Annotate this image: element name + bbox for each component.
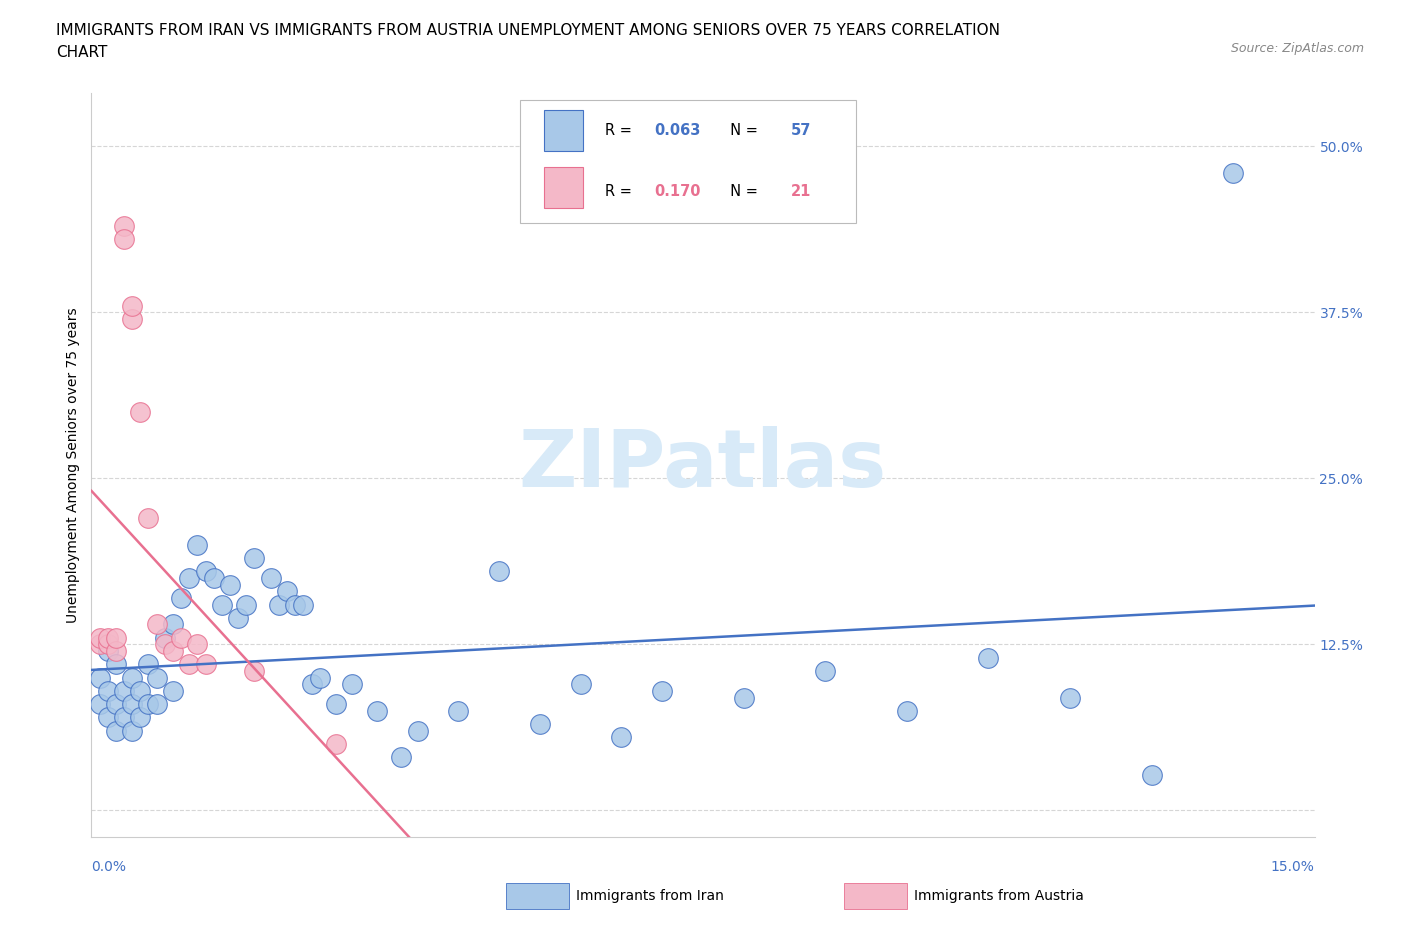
Point: [121, 724, 143, 738]
Point: [121, 299, 143, 313]
Point: [406, 724, 429, 738]
Point: [121, 312, 143, 326]
Point: [104, 631, 127, 645]
Point: [267, 597, 290, 612]
Point: [112, 219, 135, 233]
Point: [129, 710, 152, 724]
Point: [104, 724, 127, 738]
Point: [325, 697, 347, 711]
Point: [153, 637, 176, 652]
Text: R =: R =: [605, 123, 637, 138]
Point: [235, 597, 257, 612]
Point: [104, 644, 127, 658]
Point: [138, 657, 160, 671]
Point: [129, 684, 152, 698]
Point: [342, 677, 364, 692]
Point: [814, 663, 837, 678]
Point: [243, 551, 266, 565]
Point: [308, 671, 330, 685]
Text: R =: R =: [605, 184, 637, 199]
Point: [896, 703, 918, 718]
Point: [89, 671, 111, 685]
Text: Immigrants from Austria: Immigrants from Austria: [914, 888, 1084, 903]
Point: [97, 710, 120, 724]
Point: [488, 564, 510, 578]
Point: [104, 697, 127, 711]
Point: [104, 657, 127, 671]
Text: Source: ZipAtlas.com: Source: ZipAtlas.com: [1230, 42, 1364, 55]
Point: [112, 710, 135, 724]
Text: 57: 57: [792, 123, 811, 138]
Point: [389, 750, 412, 764]
Text: 0.063: 0.063: [654, 123, 700, 138]
Point: [170, 631, 193, 645]
Point: [89, 631, 111, 645]
Text: 15.0%: 15.0%: [1271, 860, 1315, 874]
Point: [89, 697, 111, 711]
FancyBboxPatch shape: [520, 100, 856, 223]
Point: [112, 232, 135, 246]
Text: N =: N =: [721, 184, 763, 199]
Point: [1059, 690, 1081, 705]
Text: ZIPatlas: ZIPatlas: [519, 426, 887, 504]
Point: [162, 684, 184, 698]
Text: N =: N =: [721, 123, 763, 138]
Point: [211, 597, 233, 612]
Point: [153, 631, 176, 645]
Point: [260, 570, 283, 585]
Text: IMMIGRANTS FROM IRAN VS IMMIGRANTS FROM AUSTRIA UNEMPLOYMENT AMONG SENIORS OVER : IMMIGRANTS FROM IRAN VS IMMIGRANTS FROM …: [56, 23, 1000, 60]
Point: [112, 684, 135, 698]
Point: [194, 657, 217, 671]
Text: Immigrants from Iran: Immigrants from Iran: [576, 888, 724, 903]
Point: [276, 584, 298, 599]
Point: [89, 637, 111, 652]
Point: [977, 650, 1000, 665]
FancyBboxPatch shape: [544, 167, 583, 208]
Text: 0.0%: 0.0%: [91, 860, 127, 874]
Text: 21: 21: [792, 184, 811, 199]
Point: [529, 717, 551, 732]
Point: [145, 697, 167, 711]
Point: [325, 737, 347, 751]
Point: [138, 697, 160, 711]
Point: [170, 591, 193, 605]
Point: [194, 564, 217, 578]
Point: [651, 684, 673, 698]
Point: [179, 657, 201, 671]
Point: [145, 617, 167, 631]
Point: [97, 644, 120, 658]
Point: [366, 703, 388, 718]
Point: [138, 511, 160, 525]
Point: [292, 597, 315, 612]
Point: [179, 570, 201, 585]
Point: [301, 677, 323, 692]
Point: [569, 677, 592, 692]
Point: [202, 570, 225, 585]
Point: [447, 703, 470, 718]
Point: [610, 730, 633, 745]
Point: [129, 405, 152, 419]
Point: [733, 690, 755, 705]
Point: [97, 637, 120, 652]
Point: [219, 578, 242, 592]
Point: [243, 663, 266, 678]
Point: [186, 538, 208, 552]
Point: [121, 671, 143, 685]
Point: [97, 631, 120, 645]
Point: [121, 697, 143, 711]
Point: [226, 610, 249, 625]
Point: [1140, 767, 1163, 782]
Point: [186, 637, 208, 652]
Point: [145, 671, 167, 685]
Point: [284, 597, 307, 612]
Point: [1222, 166, 1244, 180]
Point: [162, 617, 184, 631]
Point: [97, 684, 120, 698]
Point: [162, 644, 184, 658]
Text: 0.170: 0.170: [654, 184, 700, 199]
FancyBboxPatch shape: [544, 110, 583, 151]
Y-axis label: Unemployment Among Seniors over 75 years: Unemployment Among Seniors over 75 years: [66, 307, 80, 623]
